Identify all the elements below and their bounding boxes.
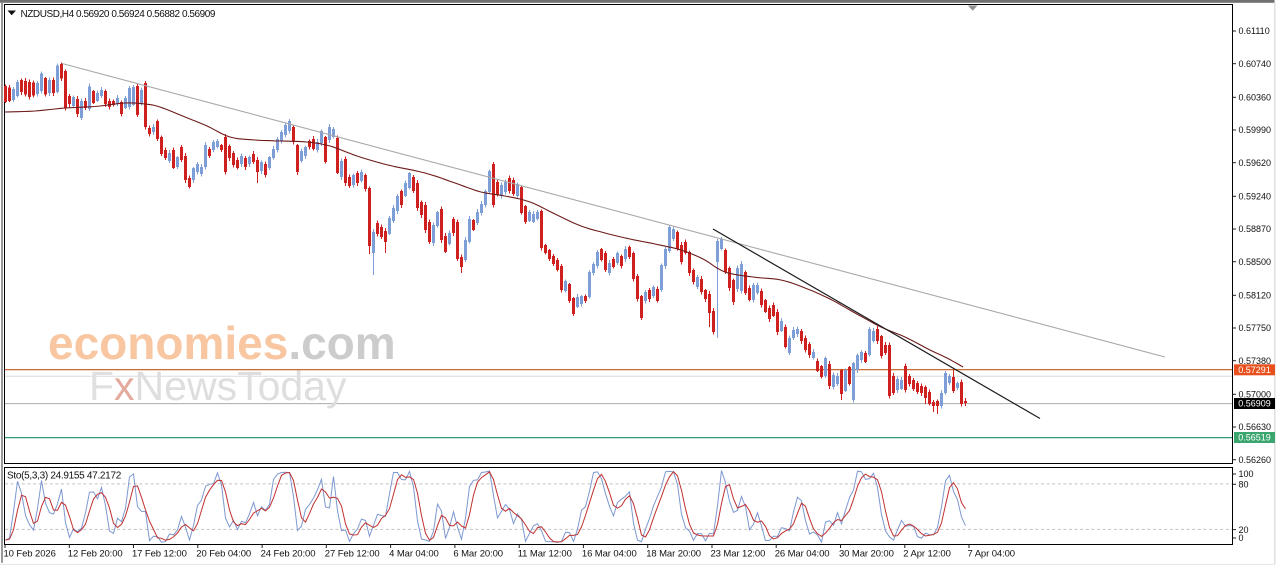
- svg-text:0.59620: 0.59620: [1239, 158, 1272, 168]
- svg-text:16 Mar 04:00: 16 Mar 04:00: [582, 549, 637, 560]
- svg-text:economies.com: economies.com: [48, 317, 396, 369]
- svg-text:2 Apr 12:00: 2 Apr 12:00: [903, 549, 951, 560]
- svg-text:0.61110: 0.61110: [1239, 26, 1270, 36]
- svg-text:30 Mar 20:00: 30 Mar 20:00: [839, 549, 894, 560]
- svg-text:0.56630: 0.56630: [1239, 422, 1272, 432]
- svg-text:18 Mar 20:00: 18 Mar 20:00: [646, 549, 701, 560]
- svg-text:0.58500: 0.58500: [1239, 257, 1272, 267]
- svg-text:0.57000: 0.57000: [1239, 390, 1272, 400]
- svg-text:0.58870: 0.58870: [1239, 224, 1272, 234]
- svg-text:0.60740: 0.60740: [1239, 59, 1272, 69]
- svg-text:0.56519: 0.56519: [1238, 433, 1271, 443]
- svg-text:12 Feb 20:00: 12 Feb 20:00: [68, 549, 123, 560]
- svg-text:0: 0: [1239, 533, 1244, 543]
- svg-text:100: 100: [1239, 469, 1254, 479]
- svg-text:24 Feb 20:00: 24 Feb 20:00: [261, 549, 316, 560]
- svg-text:27 Feb 12:00: 27 Feb 12:00: [325, 549, 380, 560]
- svg-text:23 Mar 12:00: 23 Mar 12:00: [711, 549, 766, 560]
- svg-text:0.57380: 0.57380: [1239, 356, 1272, 366]
- svg-text:6 Mar 20:00: 6 Mar 20:00: [453, 549, 503, 560]
- svg-text:Sto(5,3,3) 24.9155 47.2172: Sto(5,3,3) 24.9155 47.2172: [7, 471, 122, 482]
- svg-text:4 Mar 04:00: 4 Mar 04:00: [389, 549, 439, 560]
- svg-text:0.57291: 0.57291: [1238, 365, 1271, 375]
- svg-text:0.57750: 0.57750: [1239, 323, 1272, 333]
- svg-text:11 Mar 12:00: 11 Mar 12:00: [518, 549, 572, 560]
- svg-text:80: 80: [1239, 480, 1249, 490]
- svg-text:10 Feb 2026: 10 Feb 2026: [4, 549, 56, 560]
- svg-text:0.56260: 0.56260: [1239, 455, 1272, 465]
- svg-text:NZDUSD,H4 0.56920 0.56924 0.5: NZDUSD,H4 0.56920 0.56924 0.56882 0.5690…: [21, 9, 216, 20]
- svg-text:0.59990: 0.59990: [1239, 125, 1272, 135]
- svg-text:0.58120: 0.58120: [1239, 291, 1272, 301]
- svg-text:0.59240: 0.59240: [1239, 192, 1272, 202]
- svg-text:0.56909: 0.56909: [1238, 399, 1271, 409]
- svg-text:20: 20: [1239, 525, 1249, 535]
- svg-text:17 Feb 12:00: 17 Feb 12:00: [132, 549, 187, 560]
- svg-text:7 Apr 04:00: 7 Apr 04:00: [968, 549, 1016, 560]
- svg-text:FxNewsToday: FxNewsToday: [89, 363, 347, 409]
- svg-text:26 Mar 04:00: 26 Mar 04:00: [775, 549, 830, 560]
- svg-text:0.60360: 0.60360: [1239, 93, 1272, 103]
- svg-text:20 Feb 04:00: 20 Feb 04:00: [196, 549, 251, 560]
